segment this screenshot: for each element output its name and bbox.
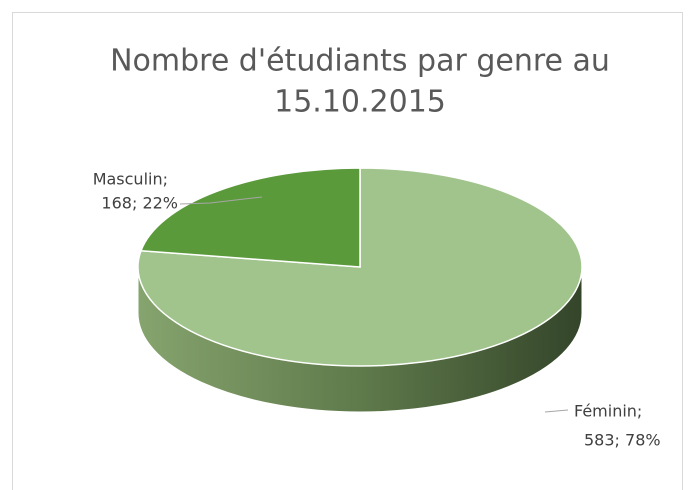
slice [137, 167, 583, 367]
chart-title: 15.10.2015 [274, 85, 446, 120]
chart-title: Nombre d'étudiants par genre au [110, 44, 610, 79]
leader-line [179, 196, 263, 205]
slice [139, 167, 361, 268]
pie [137, 167, 583, 413]
data-label: 583; 78% [584, 431, 661, 450]
data-label: 168; 22% [101, 194, 178, 213]
leader-line [544, 409, 569, 413]
data-label-name: Féminin; [574, 402, 642, 421]
data-label-name: Masculin; [93, 170, 168, 189]
